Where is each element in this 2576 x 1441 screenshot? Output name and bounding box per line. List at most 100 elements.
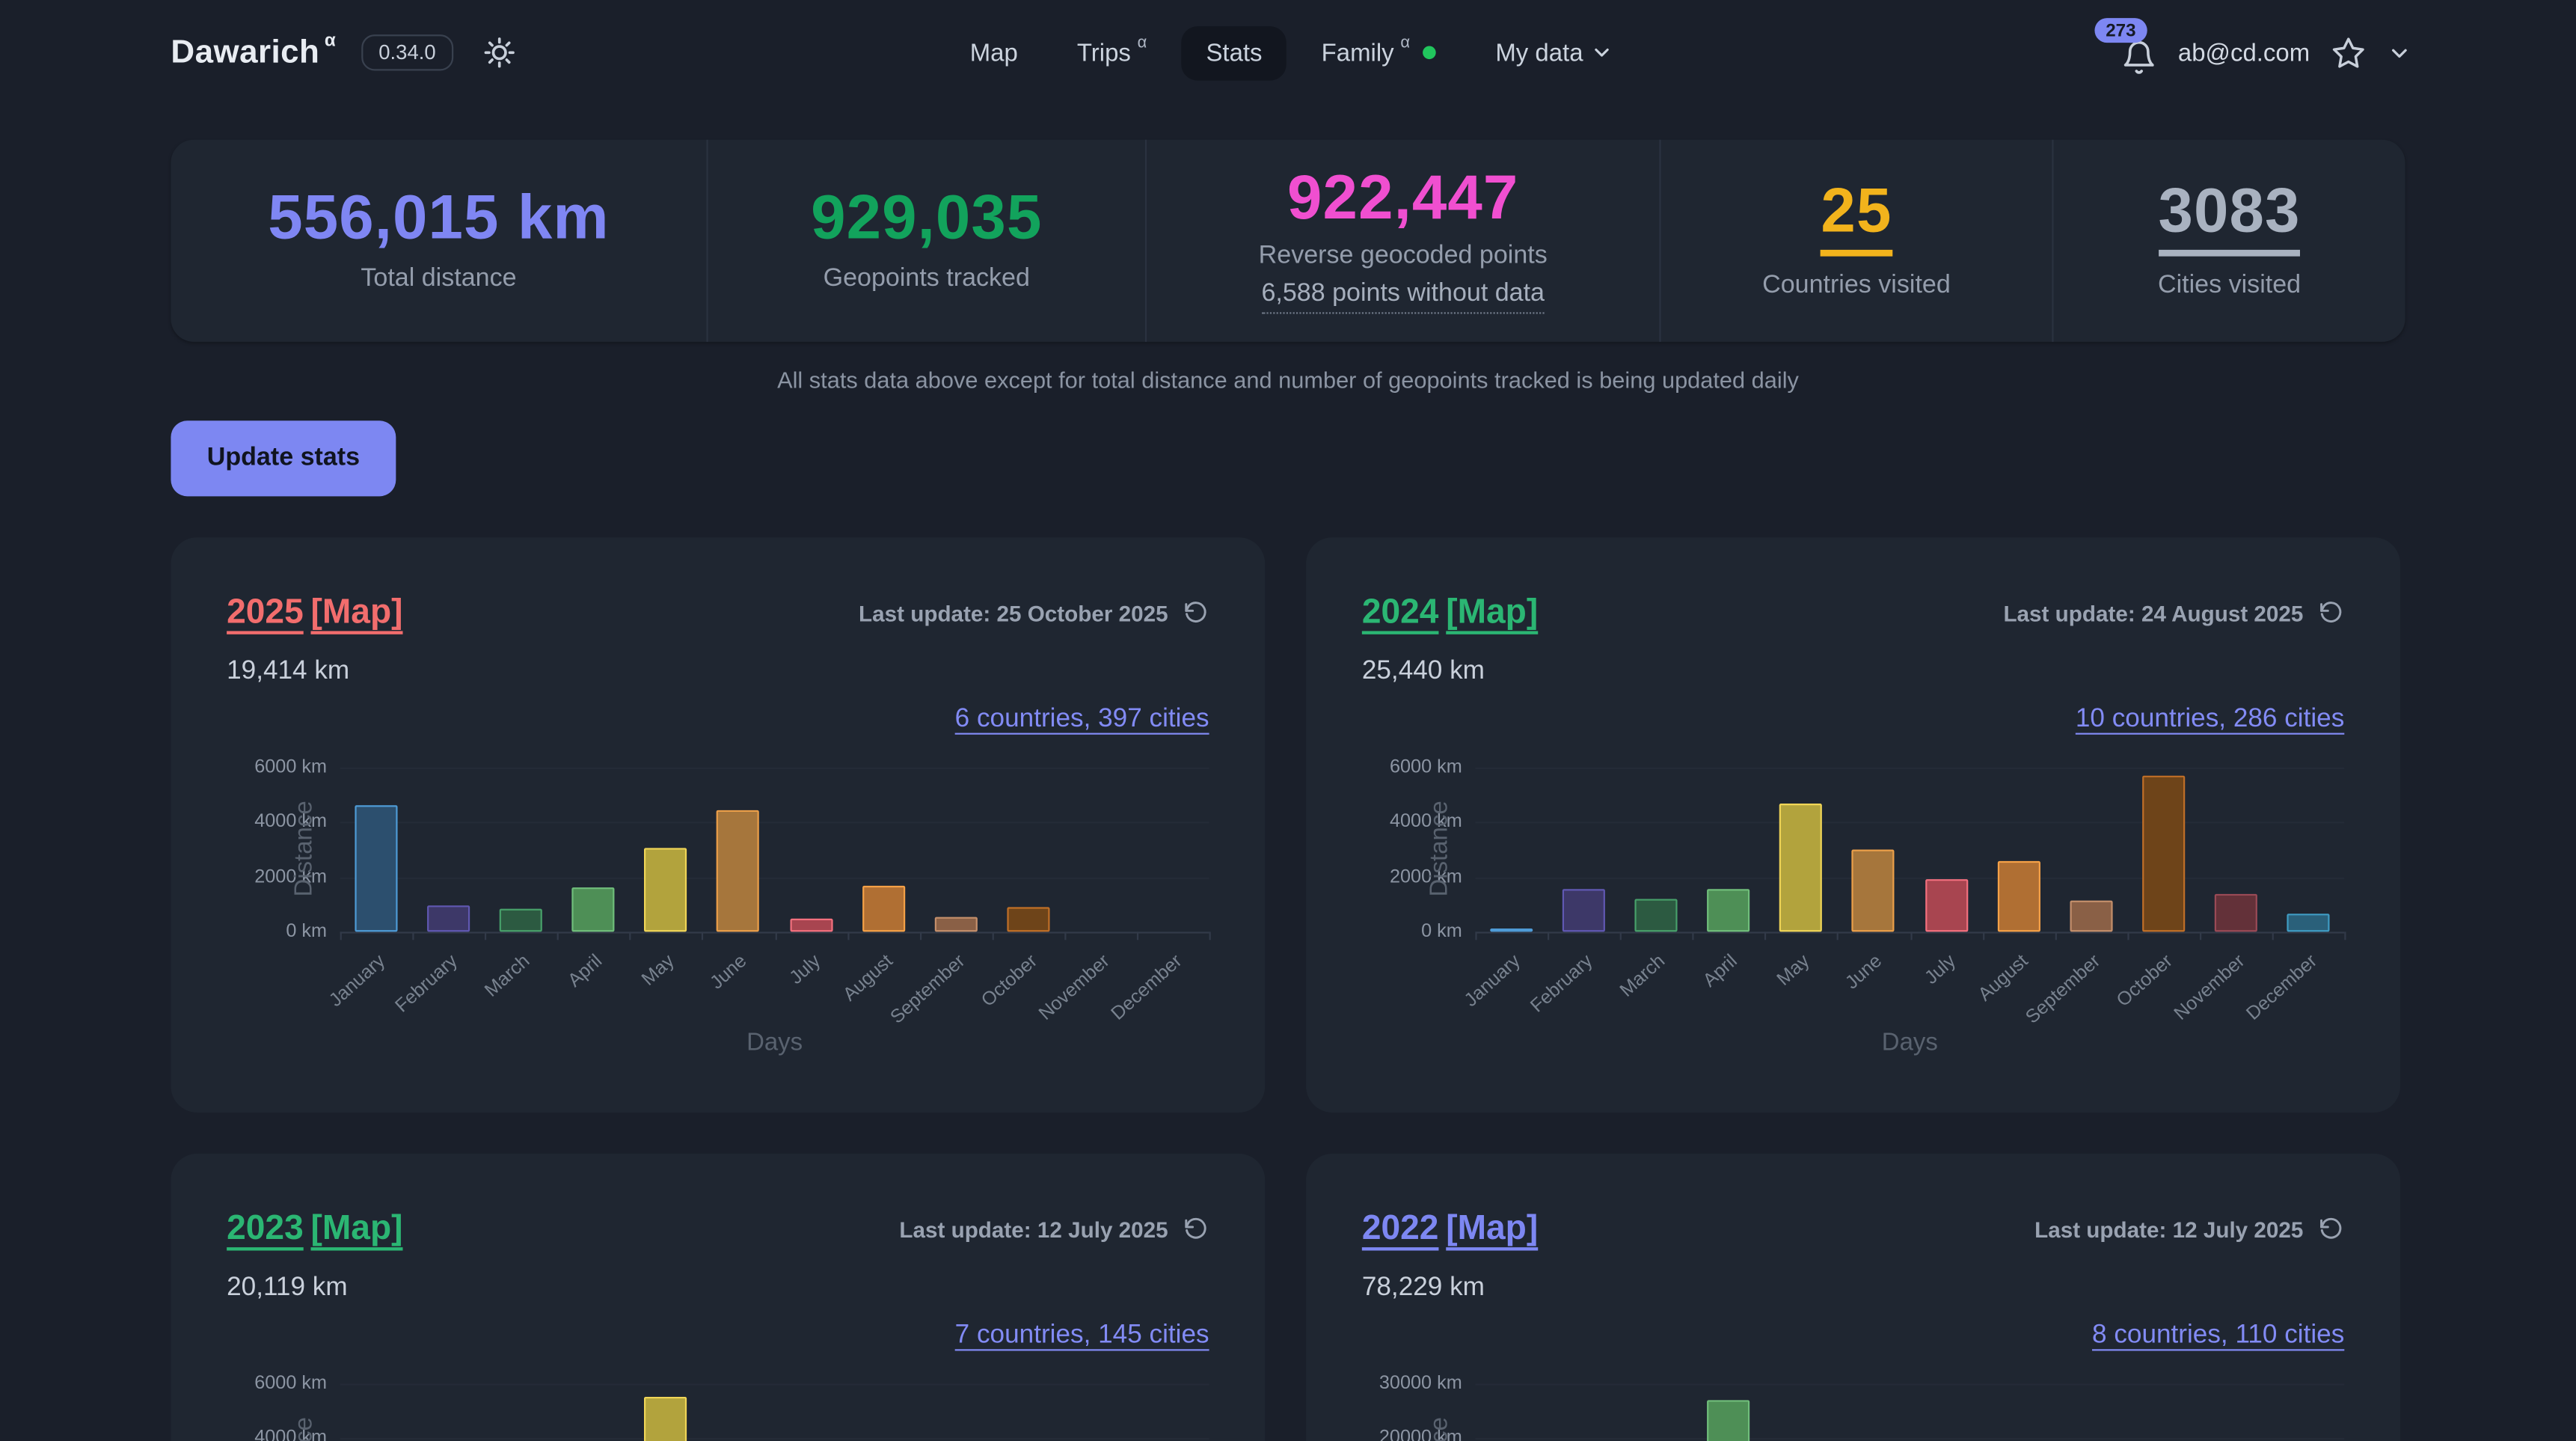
year-distance: 25,440 km — [1361, 657, 1485, 685]
x-axis-tick — [2344, 931, 2346, 940]
countries-cities-link-2025[interactable]: 6 countries, 397 cities — [954, 705, 1209, 733]
countries-cities-link-2023[interactable]: 7 countries, 145 cities — [954, 1321, 1209, 1350]
y-axis-tick-label: 4000 km — [1389, 812, 1462, 833]
x-axis-tick — [2272, 931, 2274, 940]
bar-march — [1634, 899, 1678, 932]
nav-item-my-data[interactable]: My data — [1471, 25, 1637, 79]
y-axis-tick-label: 4000 km — [254, 1428, 328, 1441]
year-link-2025[interactable]: 2025 — [227, 593, 304, 631]
points-without-data-link[interactable]: 6,588 points without data — [1261, 279, 1545, 314]
year-link-2024[interactable]: 2024 — [1361, 593, 1439, 631]
stat-label: Countries visited — [1762, 271, 1951, 299]
bar-april — [571, 887, 616, 932]
star-icon[interactable] — [2331, 35, 2366, 70]
year-card-2025: 2025 [Map] Last update: 25 October 2025 … — [171, 537, 1266, 1113]
map-link-2022[interactable]: [Map] — [1446, 1209, 1539, 1248]
chevron-down-icon — [1589, 41, 1613, 64]
user-email[interactable]: ab@cd.com — [2177, 38, 2310, 67]
x-axis-tick — [774, 931, 776, 940]
stats-update-note: All stats data above except for total di… — [777, 366, 1799, 393]
alpha-badge: α — [324, 31, 337, 51]
year-distance: 20,119 km — [227, 1273, 348, 1302]
x-axis-tick — [2054, 931, 2057, 940]
year-link-2023[interactable]: 2023 — [227, 1209, 304, 1248]
map-link-2023[interactable]: [Map] — [310, 1209, 403, 1248]
countries-visited-link[interactable]: 25 — [1821, 181, 1892, 257]
year-card-2022: 2022 [Map] Last update: 12 July 2025 78,… — [1306, 1153, 2400, 1441]
bar-december — [2287, 914, 2330, 932]
grid-line — [1475, 877, 2345, 879]
refresh-icon[interactable] — [1183, 1216, 1209, 1242]
notifications-count-badge: 273 — [2094, 18, 2147, 43]
bar-april — [1707, 889, 1750, 932]
stat-label: Reverse geocoded points — [1258, 241, 1548, 270]
x-axis-tick — [1692, 931, 1695, 940]
nav-item-family[interactable]: Family α — [1297, 25, 1462, 79]
x-axis-tick — [1136, 931, 1138, 940]
x-axis-tick — [412, 931, 414, 940]
refresh-icon[interactable] — [2318, 1216, 2344, 1242]
stat-cities-visited: 3083 Cities visited — [2052, 139, 2405, 342]
countries-cities-link-2024[interactable]: 10 countries, 286 cities — [2075, 705, 2345, 733]
main-nav: Map Trips α Stats Family α My data — [945, 25, 1637, 80]
x-axis-tick — [1910, 931, 1912, 940]
year-distance: 19,414 km — [227, 657, 350, 685]
bar-january — [1490, 928, 1533, 932]
x-axis-tick — [1475, 931, 1477, 940]
x-axis-tick — [1982, 931, 1984, 940]
bar-june — [1852, 848, 1895, 932]
map-link-2025[interactable]: [Map] — [310, 593, 403, 631]
map-link-2024[interactable]: [Map] — [1446, 593, 1539, 631]
bar-july — [789, 918, 832, 932]
family-online-dot — [1423, 46, 1437, 60]
bar-october — [2141, 774, 2185, 932]
x-axis-tick — [992, 931, 994, 940]
x-axis-title: Days — [1881, 1028, 1938, 1057]
update-stats-button[interactable]: Update stats — [171, 420, 396, 497]
bar-february — [1563, 888, 1606, 932]
y-axis-title: Distance — [1425, 801, 1454, 897]
navbar: Dawarich α 0.34.0 Map Trips α Stats Family… — [0, 0, 2576, 105]
y-axis-tick-label: 6000 km — [1389, 757, 1462, 777]
y-axis-title: Distance — [290, 801, 319, 897]
stat-label: Geopoints tracked — [823, 264, 1030, 293]
refresh-icon[interactable] — [1183, 600, 1209, 626]
x-axis-tick — [919, 931, 921, 940]
last-update-label: Last update: 12 July 2025 — [2034, 1217, 2304, 1242]
bar-august — [862, 884, 905, 932]
grid-line — [340, 822, 1209, 824]
bar-june — [717, 810, 760, 932]
cities-visited-link[interactable]: 3083 — [2158, 181, 2301, 257]
year-distance: 78,229 km — [1361, 1273, 1485, 1302]
y-axis-tick-label: 30000 km — [1379, 1374, 1462, 1394]
app-logo[interactable]: Dawarich α — [171, 31, 337, 70]
grid-line — [1475, 767, 2345, 769]
distance-bar-chart-2025: 0 km 2000 km 4000 km 6000 km January February… — [227, 746, 1211, 1074]
x-axis-tick — [1620, 931, 1622, 940]
nav-item-stats[interactable]: Stats — [1181, 25, 1287, 80]
stat-value: 922,447 — [1287, 164, 1519, 233]
refresh-icon[interactable] — [2318, 600, 2344, 626]
user-menu-chevron-down-icon[interactable] — [2387, 40, 2411, 65]
theme-toggle-sun-icon[interactable] — [483, 36, 516, 69]
stat-label: Total distance — [361, 264, 517, 293]
x-axis-tick — [1209, 931, 1211, 940]
last-update-label: Last update: 12 July 2025 — [899, 1217, 1168, 1242]
x-axis-tick — [485, 931, 487, 940]
countries-cities-link-2022[interactable]: 8 countries, 110 cities — [2092, 1321, 2345, 1350]
y-axis-tick-label: 6000 km — [254, 1374, 328, 1394]
nav-item-map[interactable]: Map — [969, 38, 1018, 67]
y-axis-tick-label: 2000 km — [1389, 866, 1462, 887]
nav-item-trips[interactable]: Trips α — [1076, 34, 1147, 67]
stat-countries-visited: 25 Countries visited — [1659, 139, 2052, 342]
x-axis-title: Days — [746, 1028, 803, 1057]
year-link-2022[interactable]: 2022 — [1361, 1209, 1439, 1248]
last-update-label: Last update: 24 August 2025 — [2003, 600, 2304, 625]
y-axis-tick-label: 2000 km — [254, 866, 328, 887]
bar-august — [1997, 861, 2040, 932]
stat-reverse-geocoded: 922,447 Reverse geocoded points 6,588 po… — [1144, 139, 1659, 342]
notifications-bell-icon[interactable]: 273 — [2094, 18, 2156, 76]
bar-february — [427, 905, 470, 932]
y-axis-title: Distance — [1426, 1417, 1453, 1441]
